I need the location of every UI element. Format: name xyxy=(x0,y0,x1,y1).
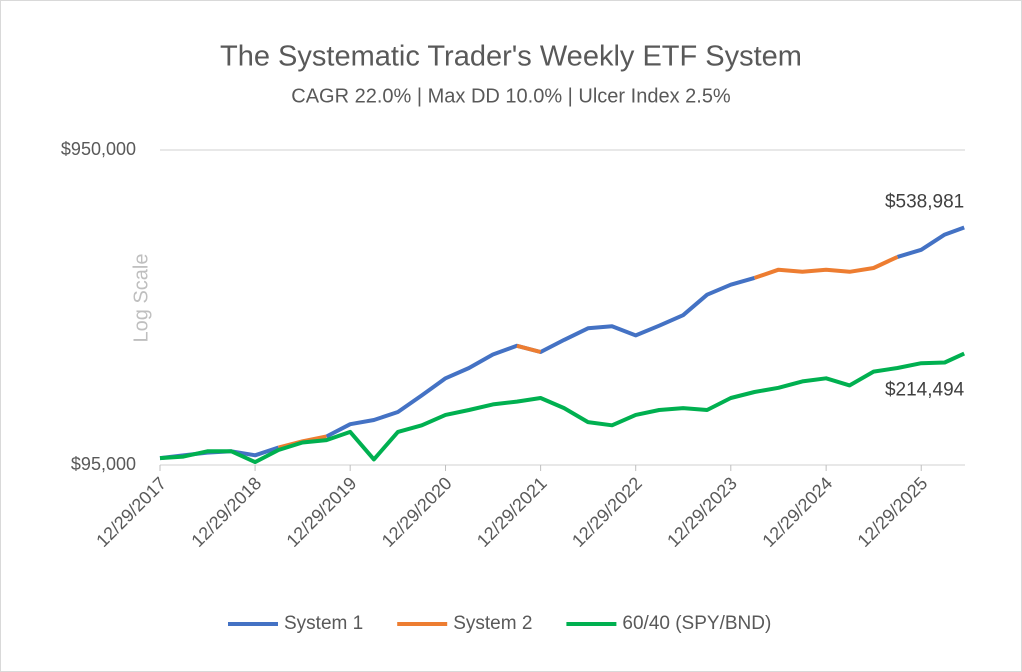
line-series xyxy=(159,351,966,465)
legend-label: System 2 xyxy=(453,613,532,634)
legend-label: System 1 xyxy=(284,613,363,634)
y-axis-label: Log Scale xyxy=(130,254,152,343)
legend-label: 60/40 (SPY/BND) xyxy=(622,613,771,634)
data-label: $214,494 xyxy=(885,380,965,401)
chart-subtitle: CAGR 22.0% | Max DD 10.0% | Ulcer Index … xyxy=(291,85,731,107)
y-tick-label: $95,000 xyxy=(71,454,136,474)
y-tick-label: $950,000 xyxy=(61,139,136,159)
chart-title: The Systematic Trader's Weekly ETF Syste… xyxy=(220,41,802,73)
data-label: $538,981 xyxy=(885,192,964,213)
